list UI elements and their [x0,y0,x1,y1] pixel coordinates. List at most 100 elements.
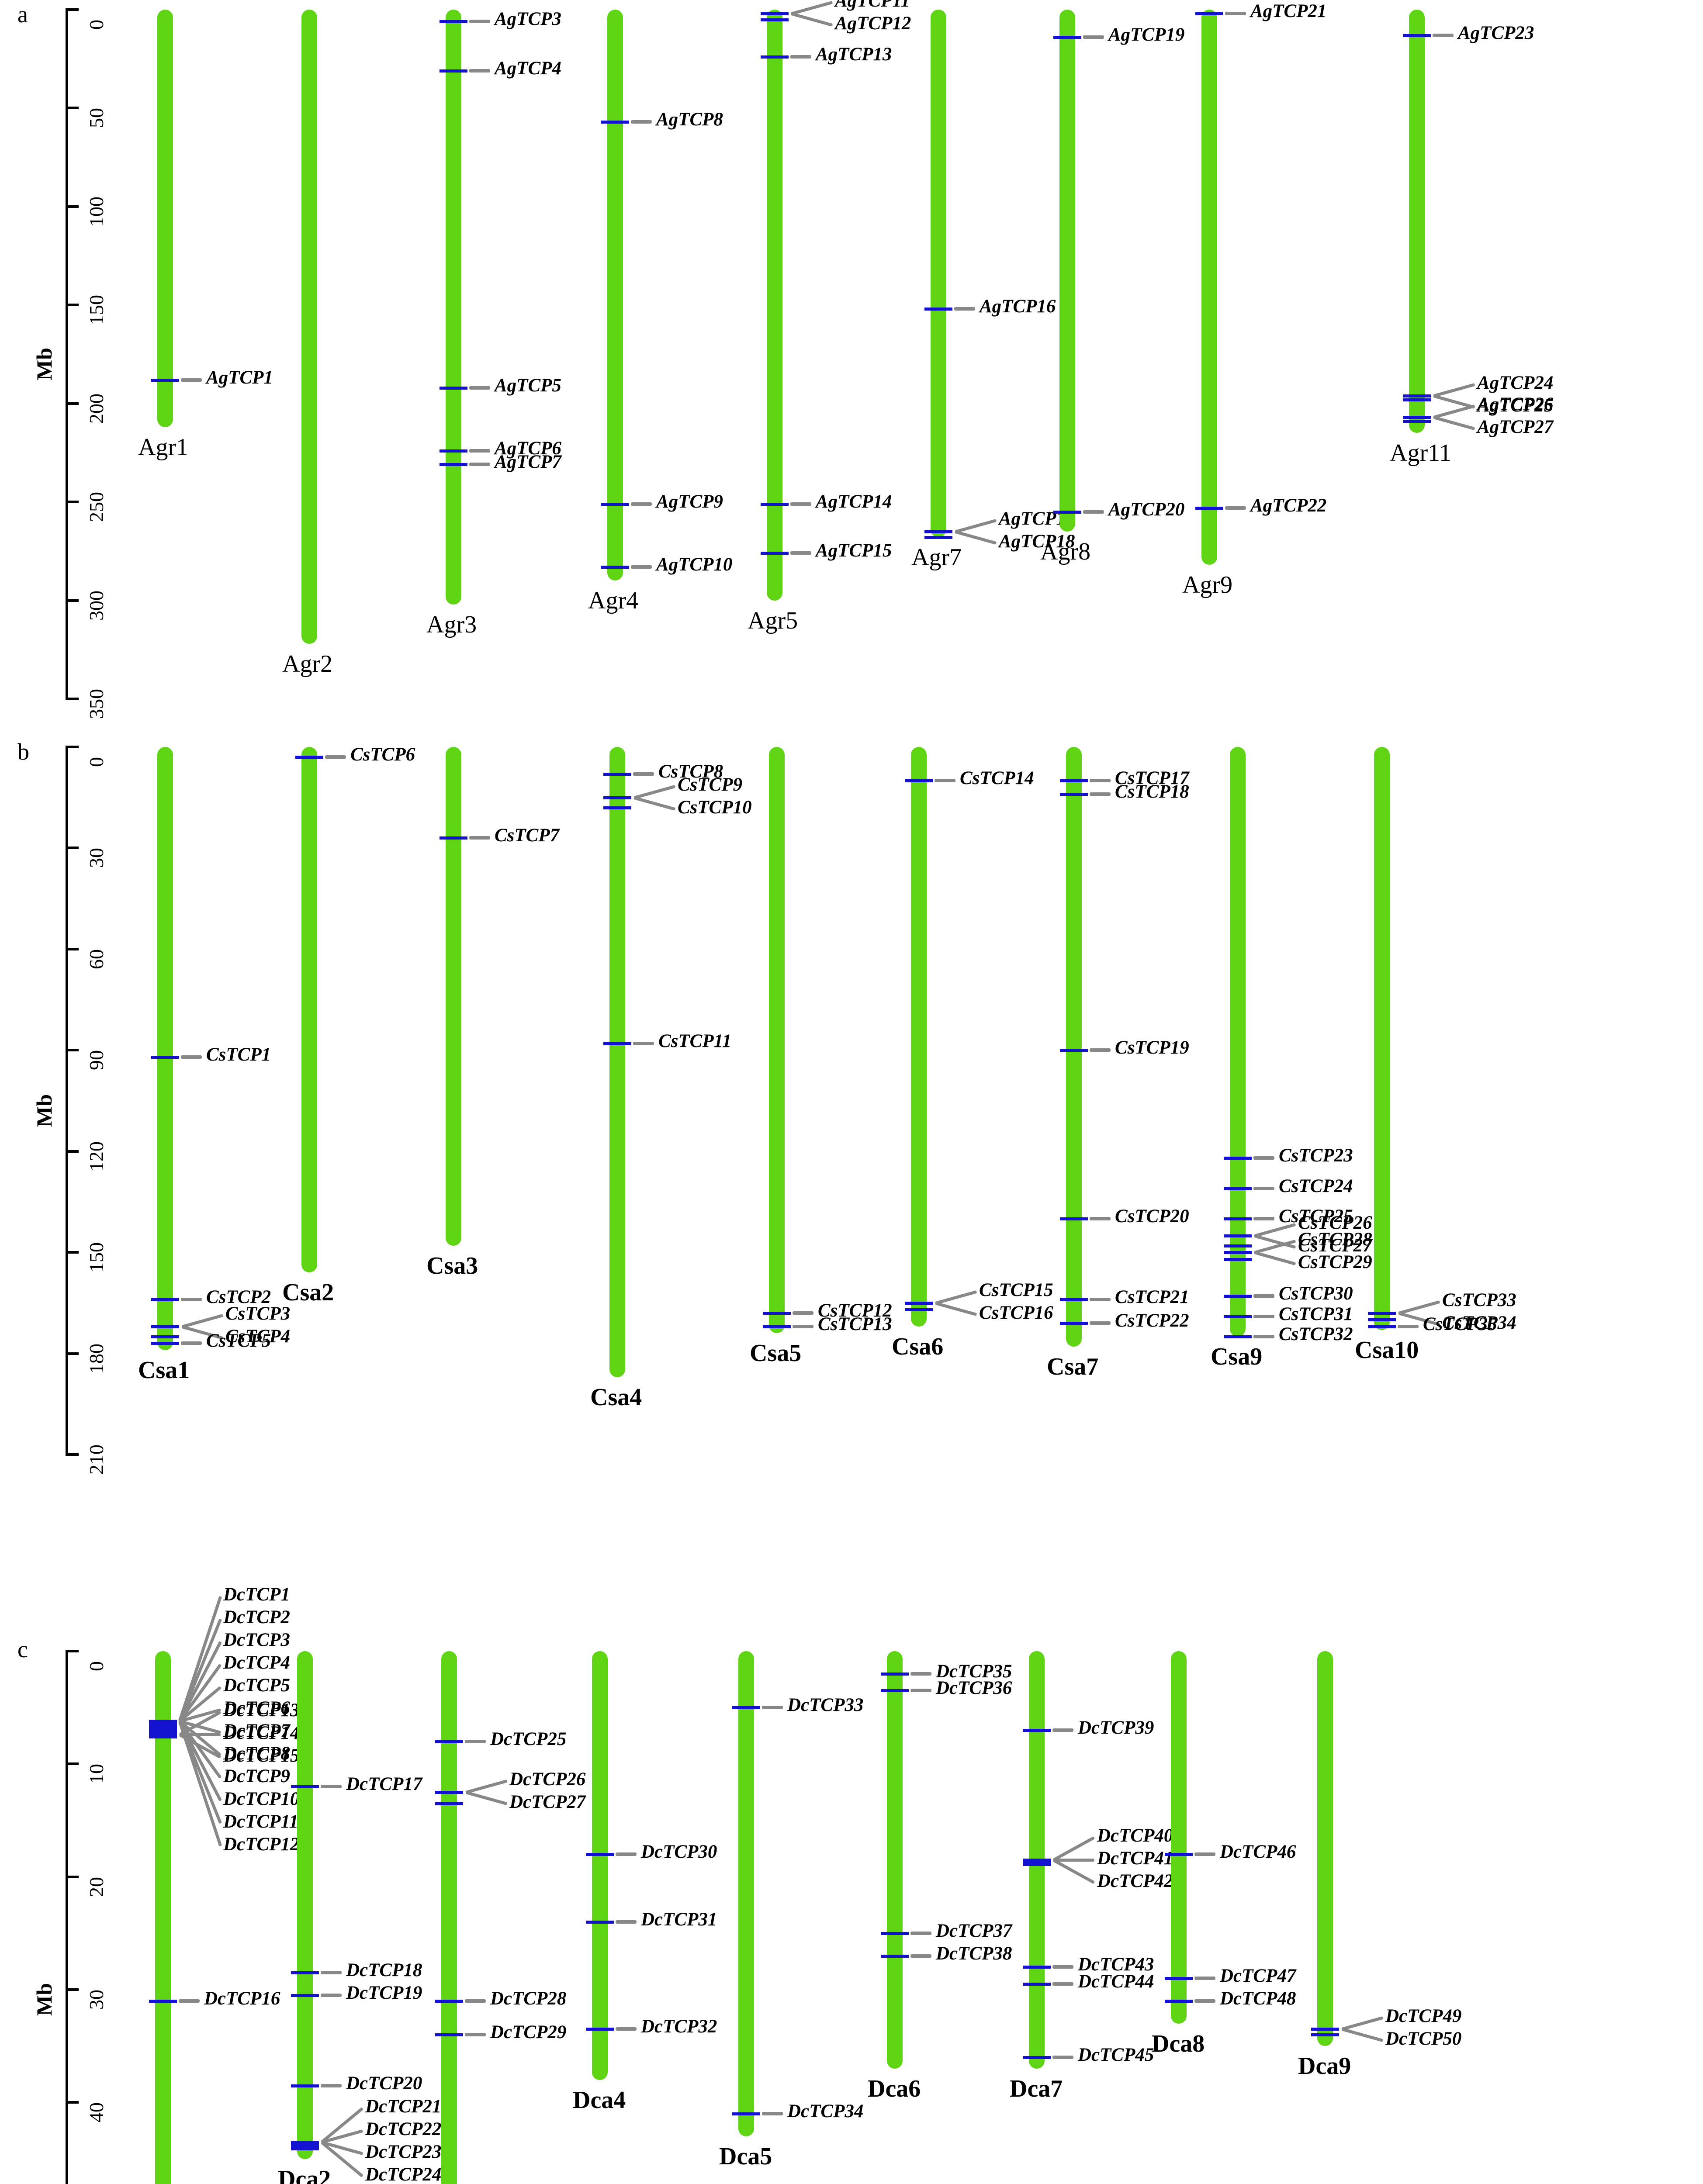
chromosome-bar-Dca3 [441,1651,457,2184]
gene-label-AgTCP15: AgTCP15 [816,540,892,561]
leader-line-DcTCP35 [910,1672,931,1676]
gene-label-AgTCP8: AgTCP8 [656,109,723,130]
gene-label-CsTCP4: CsTCP4 [225,1326,291,1347]
leader-line-AgTCP3 [469,20,490,24]
leader-line-CsTCP19 [1090,1048,1111,1052]
gene-mark-DcTCP24 [291,2147,319,2151]
axis-tick-label-a-350: 350 [85,689,107,719]
gene-label-DcTCP7: DcTCP7 [223,1721,290,1742]
leader-line-CsTCP15 [935,1290,977,1305]
gene-mark-AgTCP9 [601,502,629,506]
axis-tick-label-c-0: 0 [85,1661,107,1671]
gene-mark-DcTCP44 [1023,1983,1051,1986]
axis-tick-a-200 [66,402,79,405]
gene-label-CsTCP14: CsTCP14 [960,768,1034,789]
gene-mark-DcTCP32 [586,2028,614,2031]
gene-label-DcTCP26: DcTCP26 [509,1769,586,1790]
leader-line-DcTCP47 [1194,1977,1215,1980]
gene-label-AgTCP22: AgTCP22 [1250,495,1327,516]
leader-line-AgTCP14 [790,502,811,506]
axis-unit-label-c: Mb [32,1983,56,2016]
chromosome-name-Agr11: Agr11 [1390,439,1452,467]
gene-label-AgTCP16: AgTCP16 [980,296,1056,317]
axis-tick-b-180 [66,1352,79,1355]
gene-label-DcTCP42: DcTCP42 [1097,1870,1173,1891]
gene-label-CsTCP16: CsTCP16 [979,1302,1053,1323]
gene-label-DcTCP1: DcTCP1 [223,1584,290,1605]
chromosome-name-Agr3: Agr3 [426,611,477,638]
chromosome-name-Csa9: Csa9 [1211,1343,1263,1370]
axis-tick-b-120 [66,1150,79,1153]
gene-mark-DcTCP16 [149,1999,177,2003]
gene-label-DcTCP37: DcTCP37 [936,1920,1012,1941]
axis-tick-label-b-0: 0 [85,757,107,767]
panel-letter-b: b [17,739,29,765]
gene-mark-AgTCP22 [1195,506,1223,510]
gene-mark-CsTCP4 [151,1335,179,1338]
gene-label-CsTCP2: CsTCP2 [206,1287,271,1308]
gene-label-DcTCP25: DcTCP25 [490,1728,567,1749]
axis-tick-label-b-60: 60 [85,949,107,969]
chromosome-bar-Csa6 [911,747,927,1327]
leader-line-CsTCP35 [1398,1324,1419,1328]
gene-mark-CsTCP30 [1224,1295,1252,1298]
chromosome-bar-Csa5 [769,747,785,1334]
gene-mark-DcTCP29 [435,2033,463,2037]
leader-line-DcTCP19 [321,1993,342,1997]
chromosome-name-Dca2: Dca2 [278,2165,331,2184]
gene-mark-DcTCP21 [291,2140,319,2144]
gene-label-DcTCP23: DcTCP23 [365,2141,442,2162]
gene-label-CsTCP9: CsTCP9 [678,774,743,795]
gene-mark-DcTCP34 [732,2112,760,2116]
gene-mark-DcTCP19 [291,1994,319,1997]
gene-mark-AgTCP18 [924,536,952,539]
chromosome-bar-Dca2 [297,1651,313,2159]
axis-tick-a-150 [66,304,79,307]
gene-mark-AgTCP12 [761,18,789,21]
leader-line-AgTCP7 [469,463,490,467]
axis-tick-a-0 [66,8,79,11]
axis-tick-c-40 [66,2101,79,2104]
gene-label-DcTCP35: DcTCP35 [936,1661,1012,1682]
chromosome-name-Csa5: Csa5 [750,1340,802,1367]
chromosome-name-Agr2: Agr2 [282,650,333,677]
leader-line-DcTCP33 [762,1706,783,1710]
gene-mark-DcTCP15 [149,1735,177,1739]
axis-unit-label-a: Mb [32,348,56,380]
gene-mark-AgTCP7 [440,463,467,467]
axis-tick-label-a-100: 100 [85,196,107,227]
gene-label-DcTCP31: DcTCP31 [641,1909,717,1930]
gene-label-CsTCP8: CsTCP8 [658,761,723,782]
leader-line-CsTCP22 [1090,1321,1111,1325]
gene-label-DcTCP9: DcTCP9 [223,1766,290,1787]
gene-mark-AgTCP4 [440,69,467,73]
gene-label-DcTCP39: DcTCP39 [1078,1717,1154,1738]
axis-tick-a-300 [66,599,79,602]
gene-mark-DcTCP20 [291,2084,319,2087]
axis-tick-a-350 [66,698,79,700]
gene-mark-CsTCP17 [1060,779,1088,783]
chromosome-bar-Agr9 [1201,10,1217,565]
leader-line-DcTCP34 [762,2112,783,2116]
leader-line-DcTCP28 [465,1999,486,2003]
leader-line-DcTCP25 [465,1739,486,1743]
leader-line-CsTCP3 [181,1313,223,1328]
gene-label-CsTCP18: CsTCP18 [1115,781,1189,802]
gene-label-CsTCP20: CsTCP20 [1115,1206,1189,1227]
gene-label-AgTCP21: AgTCP21 [1250,1,1327,22]
chromosome-bar-Dca5 [738,1651,754,2136]
gene-label-DcTCP32: DcTCP32 [641,2016,717,2037]
gene-mark-AgTCP3 [440,20,467,24]
gene-label-AgTCP19: AgTCP19 [1108,24,1185,45]
leader-line-DcTCP36 [910,1689,931,1693]
gene-mark-CsTCP5 [151,1342,179,1345]
leader-line-AgTCP1 [181,378,202,382]
leader-line-CsTCP17 [1090,779,1111,783]
gene-label-AgTCP5: AgTCP5 [495,375,561,396]
axis-tick-c-10 [66,1762,79,1766]
gene-label-CsTCP21: CsTCP21 [1115,1287,1189,1308]
gene-mark-DcTCP23 [291,2145,319,2149]
gene-label-DcTCP47: DcTCP47 [1220,1966,1296,1987]
gene-mark-DcTCP26 [435,1790,463,1794]
gene-mark-CsTCP28 [1224,1251,1252,1254]
